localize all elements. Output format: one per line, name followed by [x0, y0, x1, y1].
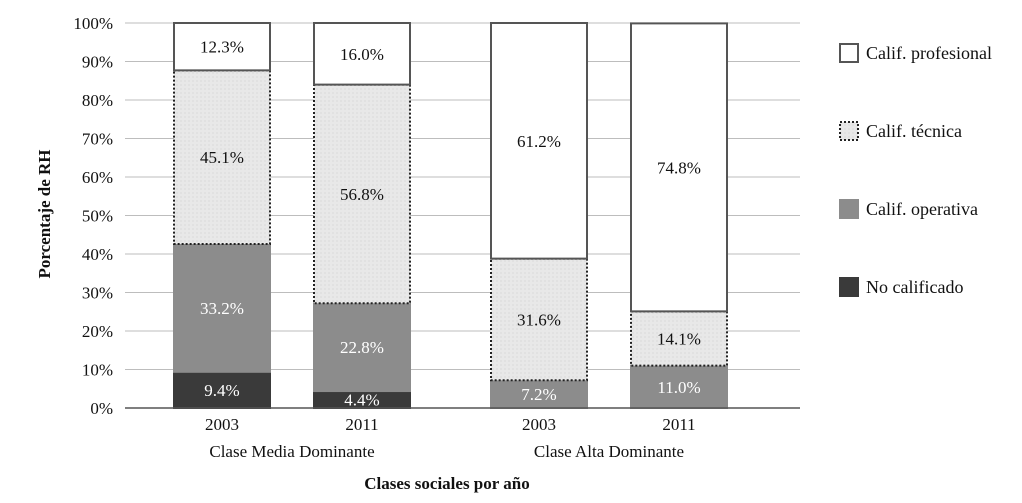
legend-swatch [839, 121, 859, 141]
data-label: 11.0% [657, 378, 700, 397]
legend-label: Calif. profesional [866, 43, 992, 63]
legend-label: No calificado [866, 277, 963, 297]
data-label: 22.8% [340, 338, 384, 357]
legend-label: Calif. técnica [866, 121, 962, 141]
data-label: 61.2% [517, 132, 561, 151]
data-label: 16.0% [340, 45, 384, 64]
x-category-label: 2003 [522, 415, 556, 434]
x-group-label: Clase Media Dominante [209, 442, 374, 461]
data-label: 33.2% [200, 299, 244, 318]
y-tick-label: 50% [82, 207, 113, 226]
y-tick-label: 0% [90, 399, 113, 418]
bar-segment-calif-profesional [630, 22, 728, 313]
bar-segment-calif-profesional [490, 22, 588, 260]
legend-label: Calif. operativa [866, 199, 978, 219]
data-label: 9.4% [204, 381, 239, 400]
legend: Calif. profesional Calif. técnica Calif. o… [839, 43, 992, 297]
bars [173, 22, 728, 409]
legend-swatch [839, 43, 859, 63]
legend-swatch [839, 277, 859, 297]
y-axis-title: Porcentaje de RH [35, 149, 54, 278]
bar-segment-calif-t-cnica [490, 257, 588, 382]
data-labels: 9.4% 33.2% 45.1% 12.3% 4.4% 22.8% 56.8% 16.0% 7.… [200, 38, 701, 410]
data-label: 56.8% [340, 185, 384, 204]
bar-segment-calif-profesional [173, 22, 271, 72]
x-axis-title: Clases sociales por año [364, 474, 529, 493]
data-label: 14.1% [657, 330, 701, 349]
y-tick-label: 40% [82, 245, 113, 264]
bar-segment-no-calificado [173, 370, 271, 409]
y-tick-label: 20% [82, 322, 113, 341]
bar-segment-calif-profesional [313, 22, 411, 86]
y-tick-label: 10% [82, 361, 113, 380]
data-label: 45.1% [200, 148, 244, 167]
bar-segment-calif-operativa [490, 379, 588, 409]
y-axis-ticks: 0% 10% 20% 30% 40% 50% 60% 70% 80% 90% 100% [73, 14, 113, 418]
y-tick-label: 100% [73, 14, 113, 33]
data-label: 7.2% [521, 385, 556, 404]
x-category-label: 2011 [345, 415, 378, 434]
legend-swatch [839, 199, 859, 219]
bar-segment-calif-operativa [173, 242, 271, 373]
x-category-label: 2011 [662, 415, 695, 434]
y-tick-label: 30% [82, 284, 113, 303]
x-group-label: Clase Alta Dominante [534, 442, 684, 461]
y-tick-label: 60% [82, 168, 113, 187]
data-label: 31.6% [517, 310, 561, 329]
x-category-label: 2003 [205, 415, 239, 434]
bar-segment-calif-t-cnica [313, 83, 411, 305]
data-label: 74.8% [657, 158, 701, 177]
y-tick-label: 90% [82, 53, 113, 72]
x-axis-categories: 2003 2011 2003 2011 Clase Media Dominante Cla… [205, 415, 696, 461]
data-label: 12.3% [200, 38, 244, 57]
y-tick-label: 80% [82, 91, 113, 110]
data-label: 4.4% [344, 391, 379, 410]
bar-segment-calif-operativa [313, 302, 411, 393]
y-tick-label: 70% [82, 130, 113, 149]
